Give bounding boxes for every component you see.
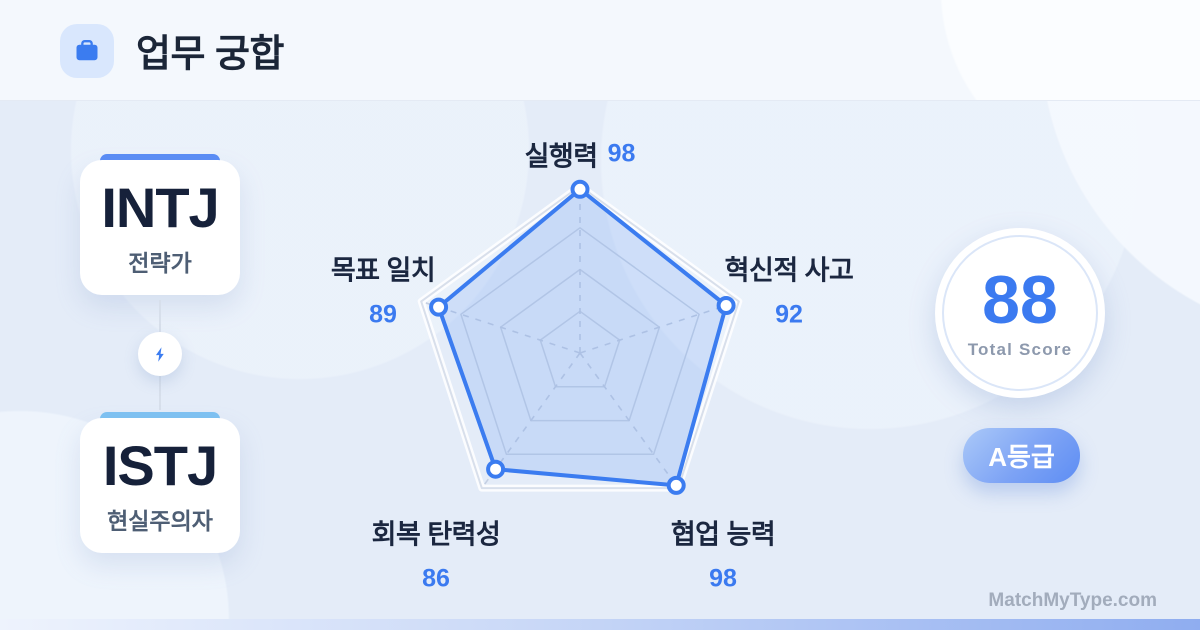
type-card-bottom-wrap: ISTJ 현실주의자 <box>80 412 240 553</box>
grade-badge-label: A등급 <box>988 442 1055 472</box>
briefcase-icon <box>76 40 98 61</box>
axis-name: 혁신적 사고 <box>724 255 854 286</box>
grade-badge: A등급 <box>963 428 1080 483</box>
axis-value: 86 <box>422 564 450 593</box>
axis-label-execution: 실행력 98 <box>525 135 636 174</box>
axis-label-resilience: 회복 탄력성 86 <box>372 513 501 594</box>
header-bar: 업무 궁합 <box>0 0 1200 101</box>
axis-value: 89 <box>369 300 397 329</box>
total-score-circle: 88 Total Score <box>935 228 1105 398</box>
axis-label-innovation: 혁신적 사고 92 <box>725 249 854 330</box>
lightning-icon <box>155 346 164 362</box>
axis-value: 98 <box>709 564 737 593</box>
type-code-top: INTJ <box>101 175 219 239</box>
watermark: MatchMyType.com <box>988 590 1157 611</box>
axis-name: 회복 탄력성 <box>371 519 501 550</box>
bottom-accent-bar <box>0 619 1200 630</box>
type-card-top-wrap: INTJ 전략가 <box>80 154 240 295</box>
axis-value: 92 <box>775 300 803 329</box>
total-score-label: Total Score <box>967 340 1073 359</box>
axis-value: 98 <box>607 139 636 168</box>
type-nickname-top: 전략가 <box>128 249 192 276</box>
axis-name: 실행력 <box>524 141 599 172</box>
type-nickname-bottom: 현실주의자 <box>107 507 213 534</box>
axis-name: 목표 일치 <box>330 255 436 286</box>
connector-circle <box>138 332 182 376</box>
type-card-top: INTJ 전략가 <box>80 160 240 295</box>
type-code-bottom: ISTJ <box>102 433 218 497</box>
axis-label-collaboration: 협업 능력 98 <box>670 513 776 594</box>
page-title: 업무 궁합 <box>136 33 284 76</box>
briefcase-icon-badge <box>60 24 114 78</box>
axis-label-goal-alignment: 목표 일치 89 <box>330 249 436 330</box>
type-card-bottom: ISTJ 현실주의자 <box>80 418 240 553</box>
axis-name: 협업 능력 <box>670 519 776 550</box>
total-score-value: 88 <box>982 262 1058 338</box>
